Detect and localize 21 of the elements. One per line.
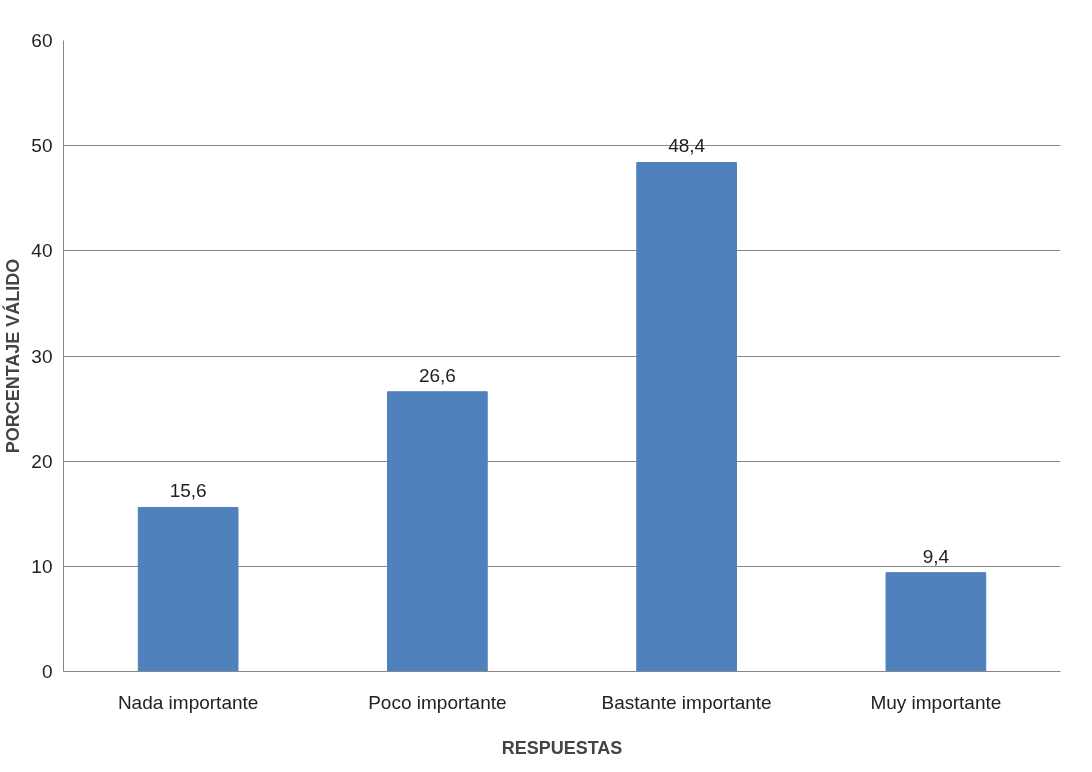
data-label: 9,4: [922, 545, 950, 567]
data-label: 15,6: [169, 480, 207, 502]
bar: [885, 572, 987, 672]
x-tick-label: Nada importante: [117, 691, 259, 713]
x-tick-label: Bastante importante: [601, 691, 772, 713]
bar: [636, 161, 737, 672]
bar: [387, 391, 488, 672]
x-axis-title: RESPUESTAS: [501, 737, 623, 758]
y-axis-title: PORCENTAJE VÁLIDO: [2, 258, 24, 454]
y-tick-label: 50: [31, 135, 53, 157]
y-tick-label: 10: [31, 555, 53, 577]
x-tick-label: Muy importante: [870, 691, 1002, 713]
y-tick-label: 40: [31, 240, 53, 262]
y-tick-label: 30: [31, 345, 53, 367]
data-label: 48,4: [668, 135, 706, 157]
x-tick-label: Poco importante: [368, 691, 507, 713]
y-tick-label: 20: [31, 450, 53, 472]
data-label: 26,6: [418, 364, 456, 386]
y-tick-label: 0: [41, 661, 53, 682]
y-tick-label: 60: [31, 30, 53, 51]
bar: [137, 506, 239, 672]
